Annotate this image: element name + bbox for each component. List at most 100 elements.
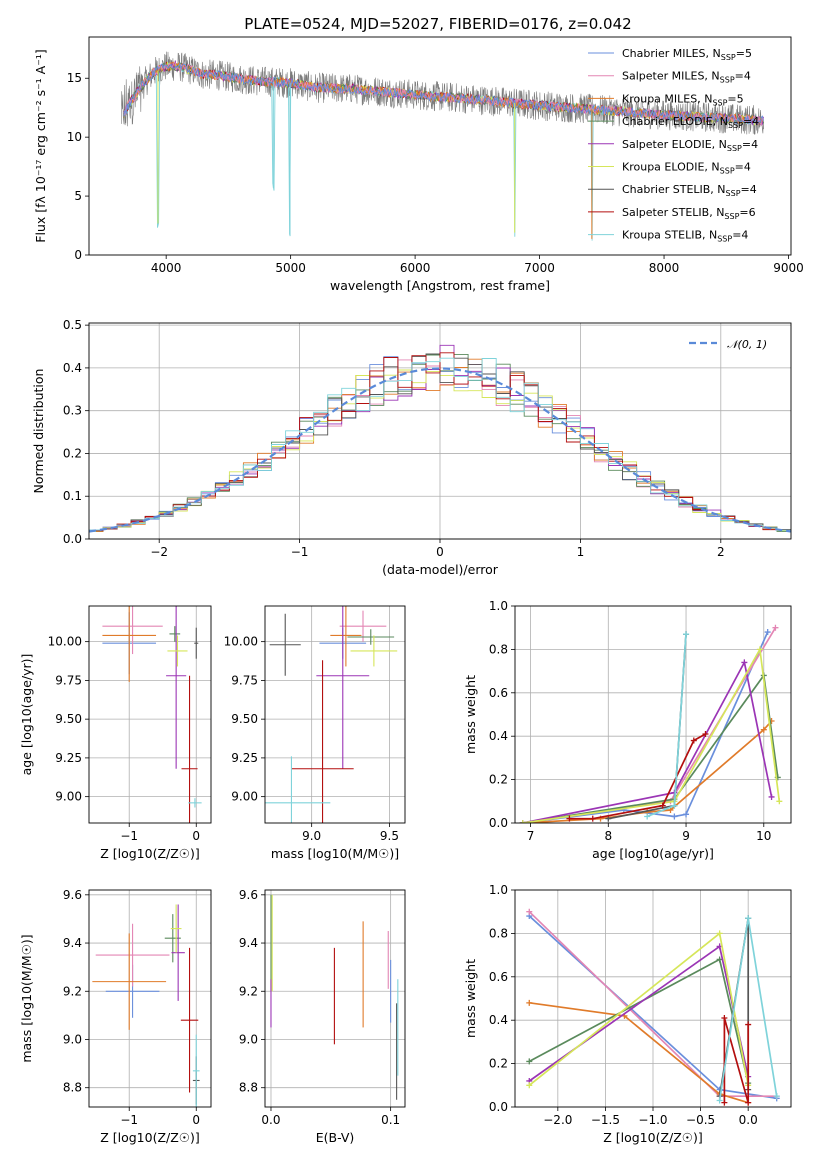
weight-series-line	[528, 958, 750, 1084]
weight-point-marker	[745, 1021, 752, 1028]
y-tick-label: 10	[67, 130, 82, 144]
legend-entry: Kroupa ELODIE, NSSP=4	[622, 161, 751, 176]
x-tick-label: 0	[192, 829, 200, 843]
weight-series-line	[723, 1017, 750, 1103]
plot-area-age_vs_mass	[265, 606, 398, 823]
legend-label: Salpeter MILES, N	[622, 70, 720, 83]
x-tick-label: 2	[717, 545, 725, 559]
weight-point-marker	[566, 815, 573, 822]
panel-residuals: −2 −1 0 1 2 0.0 0.1 0.2 0.3 0.4 0.5 (data-model)/er…	[31, 318, 792, 577]
x-axis-label: wavelength [Angstrom, rest frame]	[330, 278, 550, 293]
axes-frame	[88, 322, 792, 540]
y-tick-label: 0.2	[489, 773, 508, 787]
weight-point-marker	[716, 930, 723, 937]
weight-point-marker	[671, 802, 678, 809]
weight-point-marker	[756, 646, 763, 653]
x-tick-label: −1.5	[591, 1113, 620, 1127]
legend-entry: 𝒩(0, 1)	[727, 338, 767, 351]
panel-mass_vs_ebv: 0.0 0.1 8.8 9.0 9.2 9.4 9.6 E(B-V)	[239, 888, 406, 1145]
y-axis-label: mass weight	[463, 959, 478, 1038]
x-tick-label: 10	[756, 829, 771, 843]
legend-sub: SSP	[727, 144, 742, 153]
y-tick-label: 9.0	[239, 1032, 258, 1046]
x-tick-label: 9000	[773, 261, 804, 275]
y-tick-label: 5	[74, 189, 82, 203]
y-tick-label: 0.4	[63, 361, 82, 375]
plot-area-weight_vs_age	[519, 624, 783, 823]
spectrum-model-line	[123, 62, 764, 126]
weight-point-marker	[526, 1082, 533, 1089]
x-tick-label: −2.0	[543, 1113, 572, 1127]
axes-frame	[514, 605, 792, 824]
y-tick-label: 0.2	[63, 446, 82, 460]
legend-entry: Salpeter STELIB, NSSP=6	[622, 206, 756, 221]
y-tick-label: 0	[74, 248, 82, 262]
legend-suffix: =5	[736, 47, 752, 60]
y-tick-label: 9.4	[239, 936, 258, 950]
axes-frame	[88, 36, 792, 256]
x-tick-label: 9.5	[380, 829, 399, 843]
legend-entry: Salpeter MILES, NSSP=4	[622, 70, 751, 85]
weight-point-marker	[716, 1097, 723, 1104]
panel-weight_vs_Z: −2.0 −1.5 −1.0 −0.5 0.0 0.0 0.2 0.4 0.6 0.8 1.0 Z […	[463, 883, 792, 1145]
legend-suffix: =4	[732, 229, 748, 242]
legend-suffix: =4	[735, 161, 751, 174]
weight-point-marker	[773, 1093, 780, 1100]
x-tick-label: 9.0	[302, 829, 321, 843]
y-axis-label: mass weight	[463, 675, 478, 754]
legend-label: Kroupa MILES, N	[622, 92, 712, 105]
weight-point-marker	[721, 1099, 728, 1106]
x-tick-label: 9	[682, 829, 690, 843]
legend-entry: Salpeter ELODIE, NSSP=4	[622, 138, 758, 153]
x-tick-label: 4000	[151, 261, 182, 275]
plot-area-weight_vs_Z	[526, 908, 780, 1106]
legend-sub: SSP	[717, 235, 732, 244]
spectrum-model-line	[123, 61, 764, 127]
x-tick-label: 8	[604, 829, 612, 843]
weight-point-marker	[745, 1099, 752, 1106]
legend-label: Salpeter STELIB, N	[622, 206, 724, 219]
axes-frame	[88, 889, 212, 1108]
weight-series-line	[522, 673, 779, 823]
x-tick-label: 7000	[524, 261, 555, 275]
weight-point-marker	[526, 999, 533, 1006]
weight-point-marker	[760, 726, 767, 733]
x-tick-label: 6000	[400, 261, 431, 275]
weight-series-line	[522, 646, 781, 823]
y-tick-label: 8.8	[63, 1081, 82, 1095]
axes-frame	[264, 605, 406, 824]
legend-suffix: =5	[727, 92, 743, 105]
weight-point-marker	[776, 798, 783, 805]
x-tick-label: −1	[120, 1113, 138, 1127]
legend-suffix: =4	[735, 70, 751, 83]
weight-point-marker	[671, 813, 678, 820]
legend-sub: SSP	[721, 53, 736, 62]
x-tick-label: 0.1	[381, 1113, 400, 1127]
weight-point-marker	[741, 659, 748, 666]
y-tick-label: 1.0	[489, 599, 508, 613]
legend-residuals: 𝒩(0, 1)	[689, 338, 767, 351]
x-tick-label: −1	[120, 829, 138, 843]
y-tick-label: 9.50	[231, 712, 258, 726]
y-tick-label: 9.6	[63, 888, 82, 902]
y-tick-label: 10.00	[48, 635, 82, 649]
weight-point-marker	[721, 1015, 728, 1022]
plot-area-mass_vs_Z	[92, 904, 200, 1107]
x-tick-label: 0	[436, 545, 444, 559]
y-tick-label: 0.8	[489, 926, 508, 940]
x-axis-label: Z [log10(Z/Z☉)]	[603, 1130, 703, 1145]
legend-entry: Chabrier STELIB, NSSP=4	[622, 183, 757, 198]
y-tick-label: 0.1	[63, 489, 82, 503]
legend-label: Chabrier ELODIE, N	[622, 115, 728, 128]
legend-sub: SSP	[720, 167, 735, 176]
legend-label: Chabrier STELIB, N	[622, 183, 726, 196]
plot-area-spectrum	[121, 51, 764, 241]
weight-series-line	[646, 634, 687, 818]
x-axis-label: age [log10(age/yr)]	[592, 846, 714, 861]
y-tick-label: 9.25	[231, 751, 258, 765]
legend-suffix: =6	[739, 206, 755, 219]
legend-sub: SSP	[728, 121, 743, 130]
x-axis-label: (data-model)/error	[382, 562, 499, 577]
